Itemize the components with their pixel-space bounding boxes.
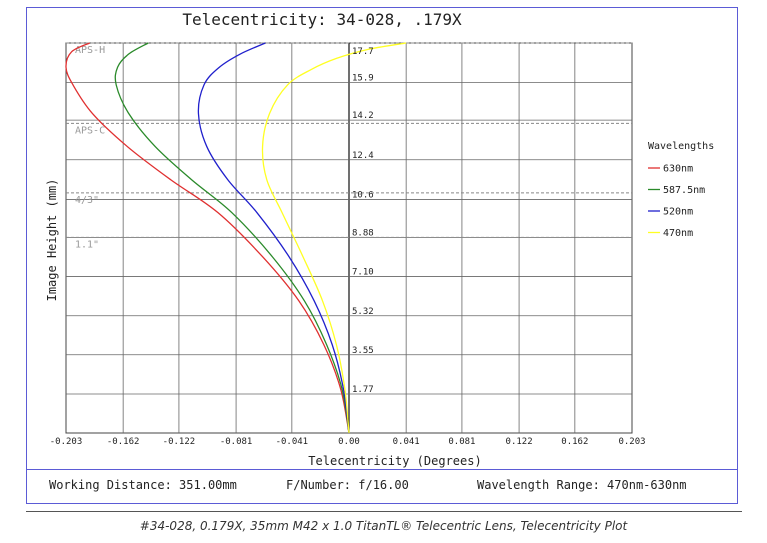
x-tick-label: -0.041: [276, 437, 309, 447]
series-lines: [65, 42, 407, 434]
x-tick-label: 0.00: [338, 437, 360, 447]
x-tick-label: 0.081: [448, 437, 475, 447]
chart-title: Telecentricity: 34-028, .179X: [182, 10, 462, 29]
y-tick-label: 17.7: [352, 47, 374, 57]
f-number: F/Number: f/16.00: [286, 478, 409, 492]
x-tick-label: -0.081: [220, 437, 253, 447]
series-line-520nm: [197, 42, 350, 434]
chart-frame: [26, 7, 738, 504]
x-tick-label: -0.203: [50, 437, 83, 447]
figure-caption: #34-028, 0.179X, 35mm M42 x 1.0 TitanTL®…: [139, 519, 628, 533]
y-tick-label: 7.10: [352, 268, 374, 278]
wavelength-range: Wavelength Range: 470nm-630nm: [477, 478, 687, 492]
y-tick-label: 15.9: [352, 74, 374, 84]
legend-label: 587.5nm: [663, 185, 705, 196]
y-tick-label: 14.2: [352, 111, 374, 121]
x-tick-label: 0.203: [618, 437, 645, 447]
sensor-marker-label: APS-H: [75, 45, 105, 56]
legend-title: Wavelengths: [648, 141, 714, 152]
working-distance: Working Distance: 351.00mm: [49, 478, 237, 492]
y-tick-label: 3.55: [352, 346, 374, 356]
legend-label: 630nm: [663, 164, 693, 175]
x-tick-label: 0.162: [561, 437, 588, 447]
x-tick-label: -0.162: [107, 437, 140, 447]
y-tick-label: 5.32: [352, 307, 374, 317]
sensor-marker-label: 4/3": [75, 195, 99, 206]
y-tick-label: 12.4: [352, 151, 374, 161]
caption-rule: [26, 511, 742, 512]
x-axis-label: Telecentricity (Degrees): [308, 454, 481, 468]
sensor-marker-label: APS-C: [75, 125, 105, 136]
x-tick-label: 0.041: [393, 437, 420, 447]
series-line-630nm: [65, 42, 350, 434]
y-tick-label: 10.6: [352, 190, 374, 200]
y-tick-label: 1.77: [352, 385, 374, 395]
sensor-markers: APS-H APS-C 4/3" 1.1": [66, 42, 632, 250]
x-tick-label: 0.122: [506, 437, 533, 447]
sensor-marker-label: 1.1": [75, 239, 99, 250]
series-line-587.5nm: [114, 42, 350, 434]
legend: Wavelengths 630nm 587.5nm 520nm 470nm: [648, 141, 714, 239]
series-line-470nm: [261, 42, 407, 434]
legend-label: 470nm: [663, 228, 693, 239]
grid: [65, 42, 633, 434]
x-tick-label: -0.122: [163, 437, 196, 447]
info-divider: [26, 469, 738, 470]
tick-labels: -0.203 -0.162 -0.122 -0.081 -0.041 0.00 0.041 0…: [50, 47, 646, 447]
legend-label: 520nm: [663, 207, 693, 218]
y-tick-label: 8.88: [352, 228, 374, 238]
y-axis-label: Image Height (mm): [45, 179, 59, 302]
